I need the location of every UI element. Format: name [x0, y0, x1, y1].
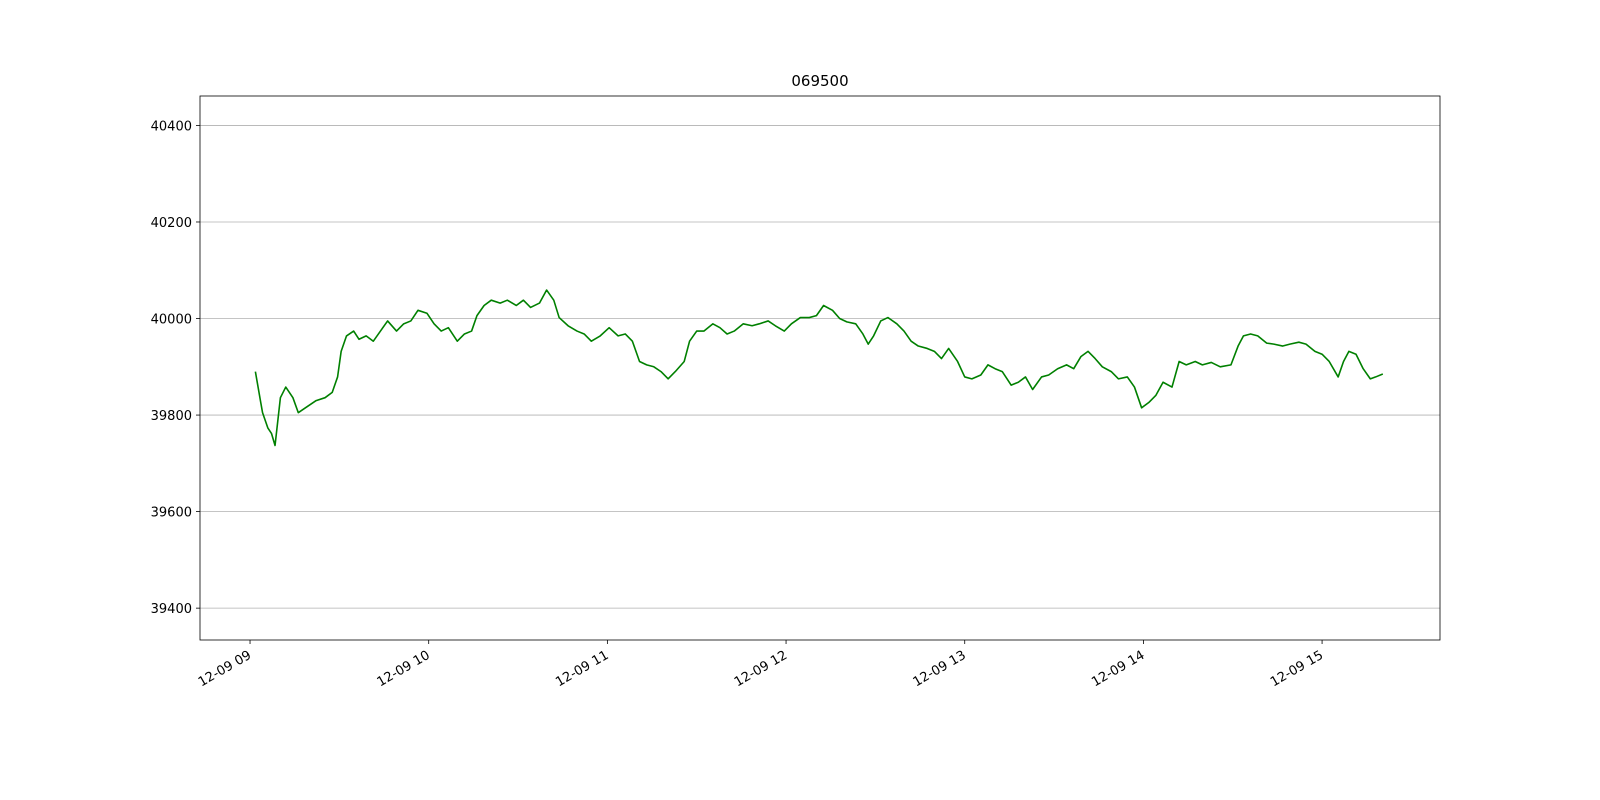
x-tick-label: 12-09 13 — [911, 648, 969, 690]
y-tick-label: 40400 — [151, 119, 192, 134]
y-tick-label: 40200 — [151, 216, 192, 231]
x-tick-label: 12-09 14 — [1089, 648, 1147, 690]
y-tick-label: 39400 — [151, 602, 192, 617]
x-tick-label: 12-09 09 — [196, 648, 254, 690]
y-tick-label: 39800 — [151, 409, 192, 424]
x-tick-label: 12-09 11 — [553, 648, 611, 690]
chart-title: 069500 — [791, 72, 848, 90]
x-tick-label: 12-09 15 — [1268, 648, 1326, 690]
x-tick-label: 12-09 10 — [375, 648, 433, 690]
price-line — [254, 289, 1384, 447]
plot-frame — [199, 95, 1441, 641]
y-tick-label: 40000 — [151, 313, 192, 328]
y-tick-label: 39600 — [151, 506, 192, 521]
x-tick-label: 12-09 12 — [732, 648, 790, 690]
